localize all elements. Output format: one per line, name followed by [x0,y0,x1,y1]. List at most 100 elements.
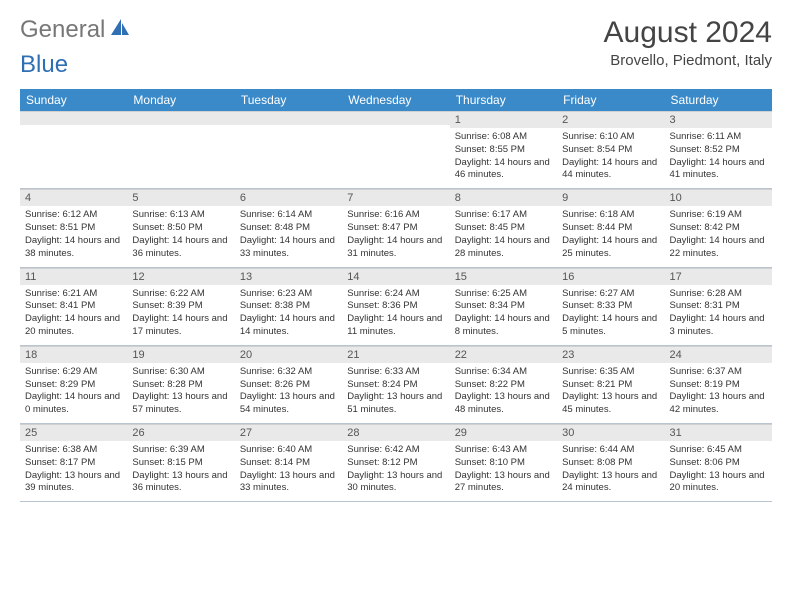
daylight-text: Daylight: 14 hours and 8 minutes. [455,313,552,339]
sunrise-text: Sunrise: 6:24 AM [347,288,444,301]
dow-header: Saturday [665,89,772,111]
sunset-text: Sunset: 8:12 PM [347,457,444,470]
day-number [342,111,449,125]
dow-header: Monday [127,89,234,111]
calendar-cell: 10Sunrise: 6:19 AMSunset: 8:42 PMDayligh… [665,189,772,267]
calendar-row: 25Sunrise: 6:38 AMSunset: 8:17 PMDayligh… [20,424,772,502]
day-details: Sunrise: 6:11 AMSunset: 8:52 PMDaylight:… [665,128,772,188]
calendar-cell [342,111,449,189]
day-details: Sunrise: 6:17 AMSunset: 8:45 PMDaylight:… [450,206,557,266]
day-number [20,111,127,125]
day-number: 16 [557,268,664,285]
calendar-cell: 6Sunrise: 6:14 AMSunset: 8:48 PMDaylight… [235,189,342,267]
day-number: 6 [235,189,342,206]
day-details: Sunrise: 6:37 AMSunset: 8:19 PMDaylight:… [665,363,772,423]
day-number: 20 [235,346,342,363]
calendar-cell: 22Sunrise: 6:34 AMSunset: 8:22 PMDayligh… [450,345,557,423]
month-title: August 2024 [604,16,772,50]
daylight-text: Daylight: 13 hours and 57 minutes. [132,391,229,417]
day-number: 14 [342,268,449,285]
sunset-text: Sunset: 8:28 PM [132,379,229,392]
day-details: Sunrise: 6:14 AMSunset: 8:48 PMDaylight:… [235,206,342,266]
sunset-text: Sunset: 8:24 PM [347,379,444,392]
calendar-cell: 16Sunrise: 6:27 AMSunset: 8:33 PMDayligh… [557,267,664,345]
calendar-cell: 2Sunrise: 6:10 AMSunset: 8:54 PMDaylight… [557,111,664,189]
calendar-cell: 27Sunrise: 6:40 AMSunset: 8:14 PMDayligh… [235,424,342,502]
dow-header: Thursday [450,89,557,111]
daylight-text: Daylight: 14 hours and 28 minutes. [455,235,552,261]
day-number: 4 [20,189,127,206]
day-details [127,125,234,177]
calendar-cell: 11Sunrise: 6:21 AMSunset: 8:41 PMDayligh… [20,267,127,345]
dow-header: Tuesday [235,89,342,111]
daylight-text: Daylight: 13 hours and 30 minutes. [347,470,444,496]
sunrise-text: Sunrise: 6:42 AM [347,444,444,457]
calendar-cell: 14Sunrise: 6:24 AMSunset: 8:36 PMDayligh… [342,267,449,345]
calendar-cell: 24Sunrise: 6:37 AMSunset: 8:19 PMDayligh… [665,345,772,423]
sunrise-text: Sunrise: 6:19 AM [670,209,767,222]
calendar-cell: 9Sunrise: 6:18 AMSunset: 8:44 PMDaylight… [557,189,664,267]
sunset-text: Sunset: 8:50 PM [132,222,229,235]
dow-header: Wednesday [342,89,449,111]
day-number: 17 [665,268,772,285]
sunrise-text: Sunrise: 6:11 AM [670,131,767,144]
sunrise-text: Sunrise: 6:35 AM [562,366,659,379]
daylight-text: Daylight: 13 hours and 54 minutes. [240,391,337,417]
calendar-head: Sunday Monday Tuesday Wednesday Thursday… [20,89,772,111]
day-number: 1 [450,111,557,128]
sunrise-text: Sunrise: 6:40 AM [240,444,337,457]
sunset-text: Sunset: 8:21 PM [562,379,659,392]
daylight-text: Daylight: 14 hours and 0 minutes. [25,391,122,417]
calendar-cell: 29Sunrise: 6:43 AMSunset: 8:10 PMDayligh… [450,424,557,502]
calendar-page: General August 2024 Brovello, Piedmont, … [0,0,792,518]
daylight-text: Daylight: 14 hours and 31 minutes. [347,235,444,261]
daylight-text: Daylight: 14 hours and 44 minutes. [562,157,659,183]
day-number: 24 [665,346,772,363]
dow-header: Sunday [20,89,127,111]
day-details: Sunrise: 6:32 AMSunset: 8:26 PMDaylight:… [235,363,342,423]
day-details: Sunrise: 6:40 AMSunset: 8:14 PMDaylight:… [235,441,342,501]
daylight-text: Daylight: 13 hours and 48 minutes. [455,391,552,417]
day-details: Sunrise: 6:29 AMSunset: 8:29 PMDaylight:… [20,363,127,423]
daylight-text: Daylight: 14 hours and 20 minutes. [25,313,122,339]
sunrise-text: Sunrise: 6:16 AM [347,209,444,222]
daylight-text: Daylight: 14 hours and 14 minutes. [240,313,337,339]
sunset-text: Sunset: 8:44 PM [562,222,659,235]
daylight-text: Daylight: 13 hours and 33 minutes. [240,470,337,496]
sunset-text: Sunset: 8:33 PM [562,300,659,313]
calendar-cell: 30Sunrise: 6:44 AMSunset: 8:08 PMDayligh… [557,424,664,502]
sunset-text: Sunset: 8:45 PM [455,222,552,235]
day-details [235,125,342,177]
sunset-text: Sunset: 8:42 PM [670,222,767,235]
sunrise-text: Sunrise: 6:23 AM [240,288,337,301]
day-number: 2 [557,111,664,128]
sunrise-text: Sunrise: 6:45 AM [670,444,767,457]
daylight-text: Daylight: 14 hours and 25 minutes. [562,235,659,261]
day-details: Sunrise: 6:23 AMSunset: 8:38 PMDaylight:… [235,285,342,345]
sunrise-text: Sunrise: 6:22 AM [132,288,229,301]
day-details: Sunrise: 6:18 AMSunset: 8:44 PMDaylight:… [557,206,664,266]
daylight-text: Daylight: 14 hours and 11 minutes. [347,313,444,339]
daylight-text: Daylight: 13 hours and 24 minutes. [562,470,659,496]
day-number: 11 [20,268,127,285]
sunrise-text: Sunrise: 6:14 AM [240,209,337,222]
day-number: 30 [557,424,664,441]
sunset-text: Sunset: 8:08 PM [562,457,659,470]
day-number: 15 [450,268,557,285]
calendar-row: 11Sunrise: 6:21 AMSunset: 8:41 PMDayligh… [20,267,772,345]
day-details: Sunrise: 6:42 AMSunset: 8:12 PMDaylight:… [342,441,449,501]
day-details: Sunrise: 6:13 AMSunset: 8:50 PMDaylight:… [127,206,234,266]
day-details: Sunrise: 6:30 AMSunset: 8:28 PMDaylight:… [127,363,234,423]
day-details: Sunrise: 6:12 AMSunset: 8:51 PMDaylight:… [20,206,127,266]
sunset-text: Sunset: 8:17 PM [25,457,122,470]
sunset-text: Sunset: 8:55 PM [455,144,552,157]
title-block: August 2024 Brovello, Piedmont, Italy [604,16,772,69]
calendar-cell [127,111,234,189]
day-details: Sunrise: 6:22 AMSunset: 8:39 PMDaylight:… [127,285,234,345]
sunrise-text: Sunrise: 6:18 AM [562,209,659,222]
calendar-row: 18Sunrise: 6:29 AMSunset: 8:29 PMDayligh… [20,345,772,423]
calendar-cell: 21Sunrise: 6:33 AMSunset: 8:24 PMDayligh… [342,345,449,423]
sunrise-text: Sunrise: 6:37 AM [670,366,767,379]
calendar-cell [20,111,127,189]
sunset-text: Sunset: 8:26 PM [240,379,337,392]
